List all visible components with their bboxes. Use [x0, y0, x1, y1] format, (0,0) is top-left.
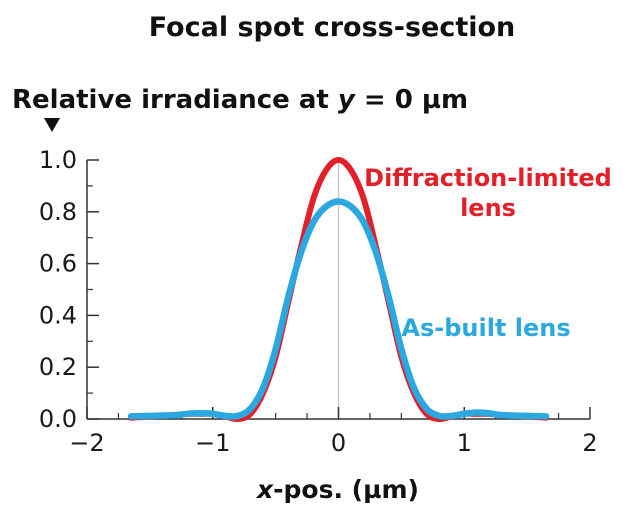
y-axis-label-suffix: = 0 µm — [355, 85, 468, 115]
chart-title: Focal spot cross-section — [149, 12, 516, 43]
y-axis-label: Relative irradiance at y = 0 µm — [12, 85, 468, 115]
y-tick-label: 1.0 — [39, 146, 77, 174]
series-as-built-line — [127, 198, 550, 420]
label-as-built-line-1: As-built lens — [401, 314, 570, 342]
x-tick-label: 2 — [582, 429, 597, 457]
x-tick-label: −2 — [69, 429, 104, 457]
x-axis-label-var: x — [255, 475, 274, 504]
y-tick-label: 0.6 — [39, 250, 77, 278]
series-layer — [127, 157, 550, 423]
y-axis-label-var: y — [338, 85, 356, 115]
y-tick-label: 0.8 — [39, 198, 77, 226]
y-axis-arrow-icon — [44, 118, 60, 132]
x-tick-label: 0 — [331, 429, 346, 457]
x-axis-label: x-pos. (µm) — [255, 475, 419, 504]
x-axis-label-suffix: -pos. (µm) — [273, 475, 419, 504]
y-tick-label: 0.0 — [39, 405, 77, 433]
label-diffraction-limited-line-2: lens — [460, 194, 516, 222]
y-axis-label-prefix: Relative irradiance at — [12, 85, 338, 115]
x-tick-label: 1 — [457, 429, 472, 457]
label-diffraction-limited-line-1: Diffraction-limited — [364, 164, 612, 192]
y-tick-label: 0.4 — [39, 301, 77, 329]
axes: 0.0 0.2 0.4 0.6 0.8 1.0 −2 −1 0 1 2 — [39, 146, 598, 457]
x-tick-label: −1 — [195, 429, 230, 457]
y-tick-label: 0.2 — [39, 353, 77, 381]
